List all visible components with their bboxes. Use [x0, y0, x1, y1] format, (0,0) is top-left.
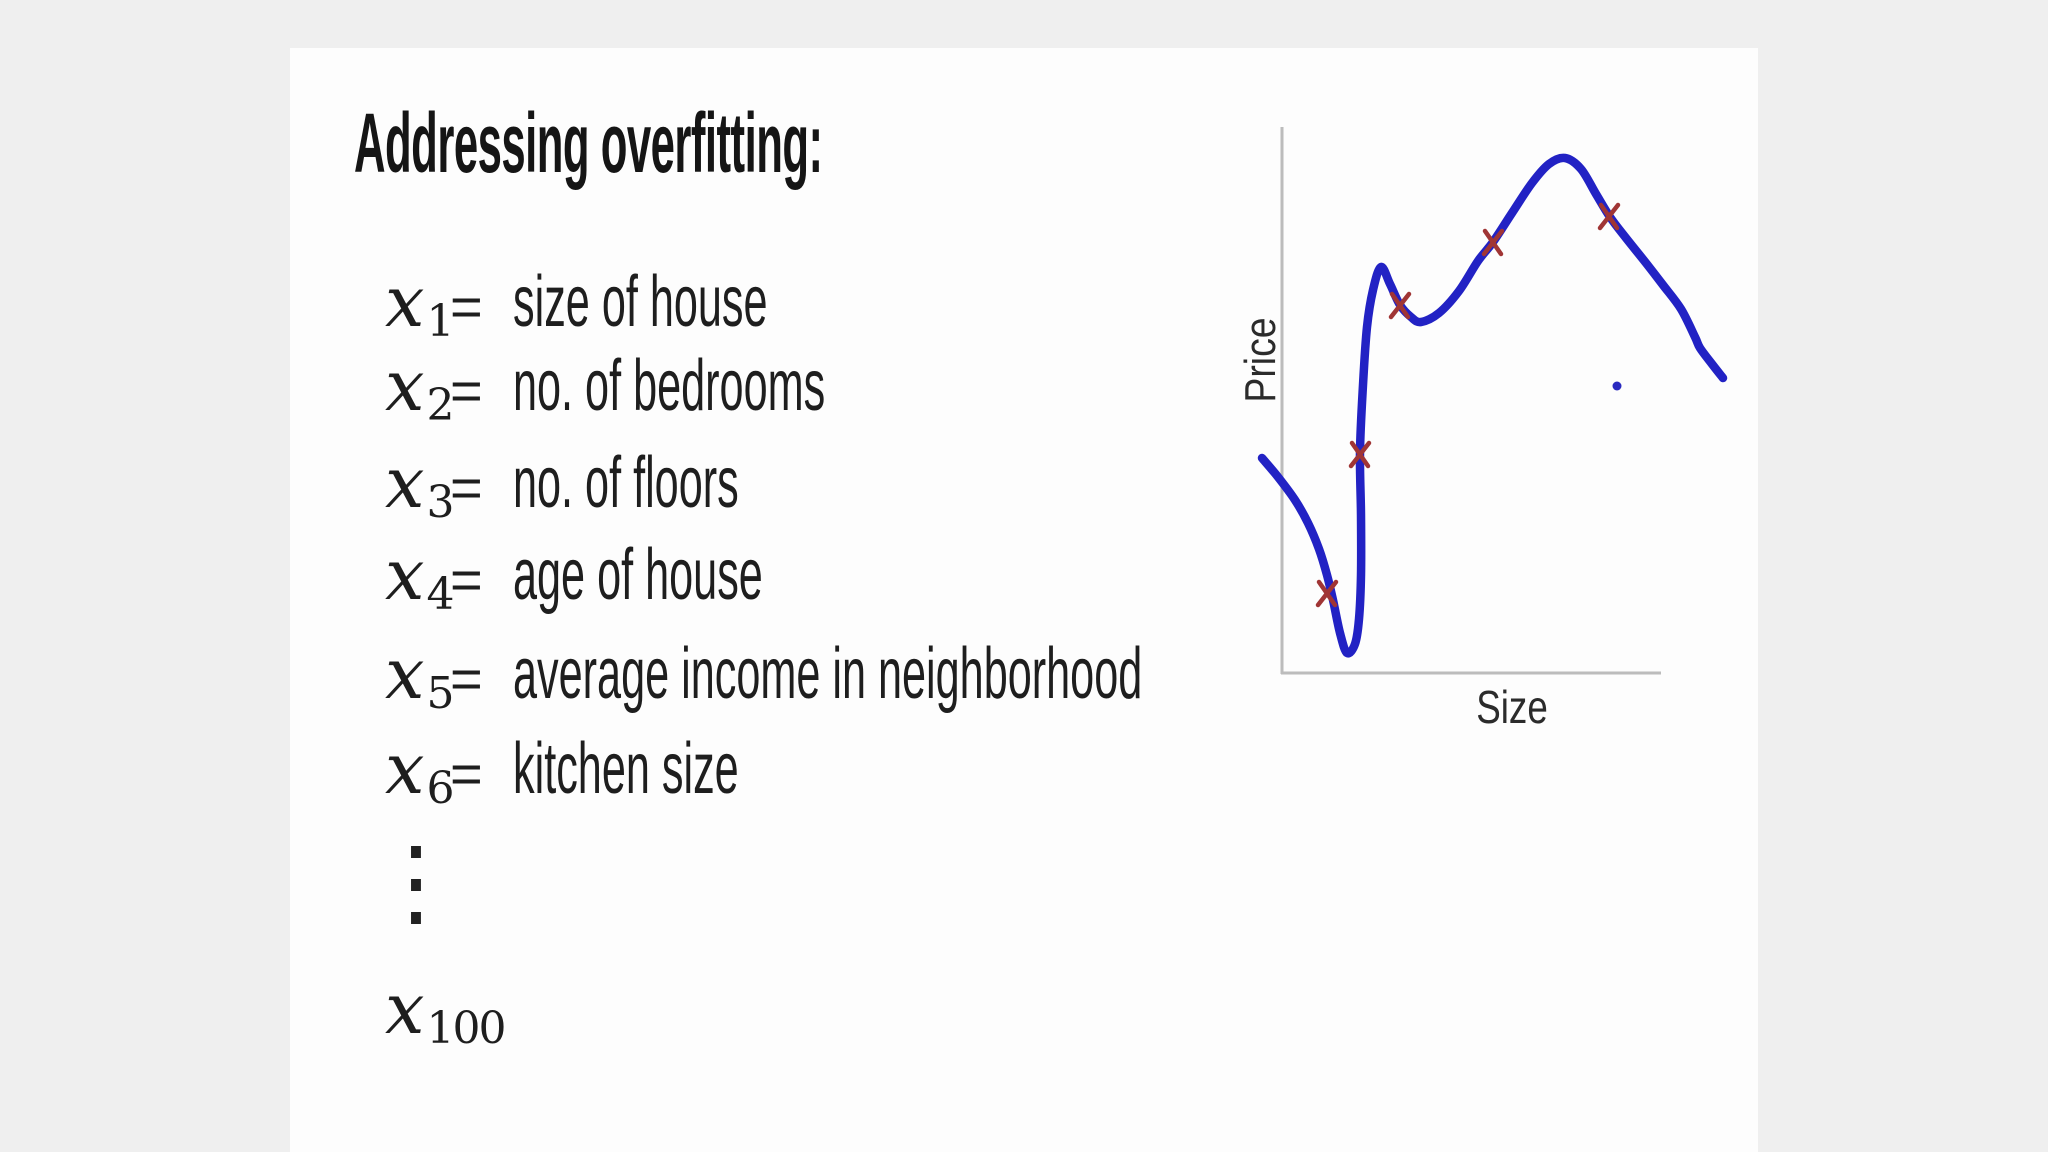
feature-description: no. of bedrooms [513, 346, 826, 426]
feature-symbol: x5 [385, 633, 454, 719]
slide-title: Addressing overfitting: [354, 96, 823, 190]
data-point-x-mark [1315, 579, 1339, 608]
x-axis-label: Size [1476, 681, 1548, 733]
feature-row: x1 = size of house [385, 266, 937, 344]
equals-sign: = [450, 742, 483, 805]
slide-background [290, 48, 1758, 1152]
feature-symbol: x100 [385, 968, 506, 1054]
feature-row: x4 = age of house [385, 539, 929, 617]
equals-sign: = [450, 548, 483, 611]
feature-description: kitchen size [513, 729, 739, 809]
data-point-x-mark [1388, 291, 1412, 320]
fit-curve [1257, 153, 1728, 658]
feature-row: x5 = average income in neighborhood [385, 638, 1562, 716]
feature-symbol: x3 [385, 442, 454, 528]
data-point-x-mark [1597, 202, 1621, 231]
feature-description: no. of floors [513, 443, 739, 523]
feature-row: x3 = no. of floors [385, 447, 889, 525]
equals-sign: = [450, 359, 483, 422]
ellipsis-dots: ⋮ [368, 826, 464, 938]
feature-symbol: x2 [385, 345, 454, 431]
stray-ink-dot [1612, 381, 1622, 391]
equals-sign: = [450, 647, 483, 710]
equals-sign: = [450, 275, 483, 338]
feature-symbol: x1 [385, 261, 454, 347]
equals-sign: = [450, 456, 483, 519]
feature-description: average income in neighborhood [513, 634, 1143, 714]
data-point-x-mark [1348, 440, 1372, 469]
feature-row: x2 = no. of bedrooms [385, 350, 1033, 428]
y-axis-label: Price [1236, 317, 1285, 403]
feature-x100: x100 [385, 968, 506, 1054]
data-point-x-mark [1481, 228, 1505, 257]
chart-canvas [1257, 127, 1728, 675]
feature-description: size of house [513, 262, 768, 342]
feature-description: age of house [513, 535, 763, 615]
feature-symbol: x6 [385, 728, 454, 814]
feature-row: x6 = kitchen size [385, 733, 889, 811]
feature-symbol: x4 [385, 534, 454, 620]
